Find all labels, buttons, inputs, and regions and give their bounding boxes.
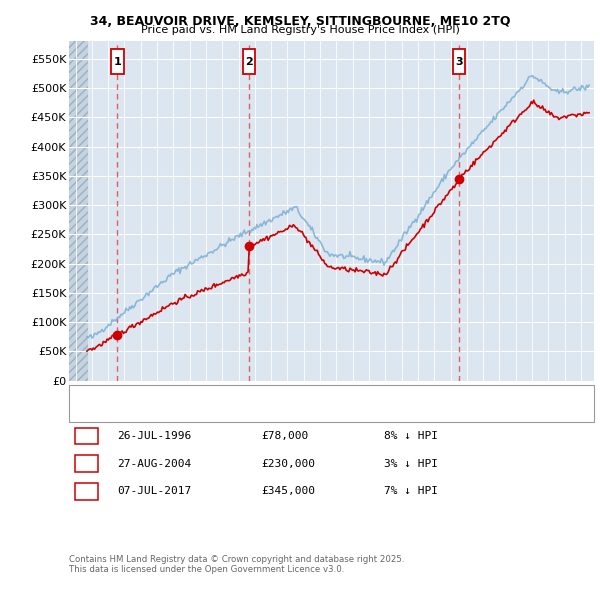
Text: 3: 3 — [455, 57, 463, 67]
Text: This data is licensed under the Open Government Licence v3.0.: This data is licensed under the Open Gov… — [69, 565, 344, 574]
Text: 34, BEAUVOIR DRIVE, KEMSLEY, SITTINGBOURNE, ME10 2TQ: 34, BEAUVOIR DRIVE, KEMSLEY, SITTINGBOUR… — [90, 15, 510, 28]
Text: 8% ↓ HPI: 8% ↓ HPI — [384, 431, 438, 441]
Text: 27-AUG-2004: 27-AUG-2004 — [117, 459, 191, 468]
FancyBboxPatch shape — [453, 50, 465, 74]
Text: 26-JUL-1996: 26-JUL-1996 — [117, 431, 191, 441]
Text: 7% ↓ HPI: 7% ↓ HPI — [384, 487, 438, 496]
Text: £230,000: £230,000 — [261, 459, 315, 468]
Text: 2: 2 — [83, 459, 90, 468]
Text: £78,000: £78,000 — [261, 431, 308, 441]
Text: 1: 1 — [113, 57, 121, 67]
Text: 07-JUL-2017: 07-JUL-2017 — [117, 487, 191, 496]
Text: 1: 1 — [83, 431, 90, 441]
Text: £345,000: £345,000 — [261, 487, 315, 496]
Bar — [69, 41, 88, 381]
Text: 3: 3 — [83, 487, 90, 496]
Text: 3% ↓ HPI: 3% ↓ HPI — [384, 459, 438, 468]
Text: Contains HM Land Registry data © Crown copyright and database right 2025.: Contains HM Land Registry data © Crown c… — [69, 555, 404, 563]
FancyBboxPatch shape — [112, 50, 124, 74]
Text: 34, BEAUVOIR DRIVE, KEMSLEY, SITTINGBOURNE, ME10 2TQ (detached house): 34, BEAUVOIR DRIVE, KEMSLEY, SITTINGBOUR… — [118, 391, 510, 401]
FancyBboxPatch shape — [243, 50, 255, 74]
Text: Price paid vs. HM Land Registry's House Price Index (HPI): Price paid vs. HM Land Registry's House … — [140, 25, 460, 35]
Text: HPI: Average price, detached house, Swale: HPI: Average price, detached house, Swal… — [118, 407, 332, 417]
Text: 2: 2 — [245, 57, 253, 67]
